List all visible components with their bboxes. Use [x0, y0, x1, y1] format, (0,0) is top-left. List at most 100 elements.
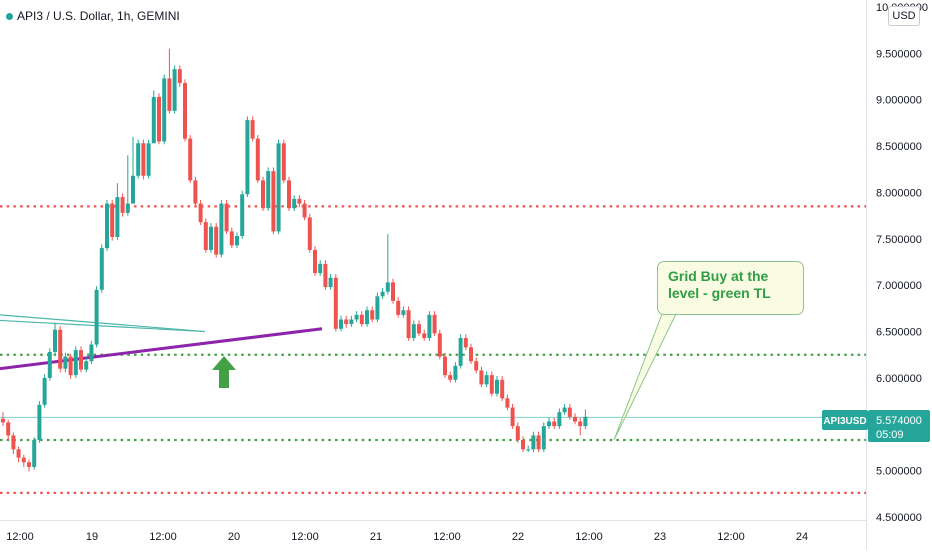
candle-body — [406, 310, 411, 339]
candle-body — [37, 404, 42, 441]
candle-body — [16, 449, 21, 458]
candle-body — [536, 435, 541, 450]
candle-body — [266, 171, 271, 209]
candle-body — [453, 365, 458, 380]
price-tick-label: 8.000000 — [876, 187, 922, 199]
callout-pointer — [613, 313, 677, 441]
candle-body — [307, 217, 312, 250]
candle-body — [261, 180, 265, 209]
candle-body — [281, 143, 286, 181]
candle-body — [47, 351, 52, 378]
currency-button[interactable]: USD — [888, 6, 920, 26]
candle-body — [21, 457, 26, 463]
candle-body — [432, 314, 437, 334]
candle-body — [313, 249, 317, 274]
candle-body — [547, 421, 551, 427]
candle-body — [375, 296, 380, 320]
candle-body — [411, 324, 416, 339]
candle-body — [276, 143, 281, 232]
candle-body — [469, 347, 473, 362]
current-price-label[interactable]: API3USD 5.574000 05:09 — [822, 410, 930, 442]
candle-body — [136, 143, 141, 176]
candle-body — [125, 203, 130, 213]
candles — [1, 48, 588, 472]
candle-body — [557, 412, 562, 427]
candle-body — [271, 171, 276, 232]
candle-body — [115, 197, 120, 237]
candle-body — [193, 180, 198, 204]
candle-body — [63, 356, 68, 369]
candle-body — [58, 329, 63, 369]
candle-body — [333, 277, 338, 329]
price-tick-label: 7.000000 — [876, 280, 922, 292]
candle-body — [79, 350, 83, 370]
candle-body — [6, 422, 11, 436]
candle-body — [105, 203, 109, 249]
candle-body — [42, 377, 47, 405]
candle-body — [292, 198, 297, 209]
candle-body — [521, 440, 525, 450]
candle-body — [162, 78, 167, 142]
annotation-text: Grid Buy at the level - green TL — [668, 268, 771, 301]
price-value: 5.574000 — [876, 415, 922, 427]
candle-body — [84, 361, 89, 370]
ticker-badge — [822, 410, 868, 430]
candle-body — [146, 143, 151, 176]
candle-body — [219, 203, 224, 255]
trendlines — [0, 314, 323, 371]
candle-body — [110, 203, 115, 237]
time-tick-label: 12:00 — [291, 531, 319, 543]
candle-body — [484, 375, 489, 385]
time-tick-label: 12:00 — [433, 531, 461, 543]
candle-body — [1, 418, 5, 423]
candle-body — [120, 197, 125, 213]
annotation-callout[interactable]: Grid Buy at the level - green TL — [657, 261, 804, 315]
candle-body — [463, 338, 468, 348]
time-tick-label: 12:00 — [6, 531, 34, 543]
candle-body — [562, 407, 567, 413]
market-status-dot — [6, 13, 13, 21]
time-tick-label: 20 — [228, 531, 240, 543]
candle-body — [495, 379, 499, 394]
candle-body — [578, 421, 583, 427]
candle-body — [567, 407, 572, 417]
candle-body — [53, 329, 57, 352]
candle-body — [27, 462, 31, 467]
candle-body — [328, 277, 333, 288]
candle-body — [474, 361, 479, 371]
candle-body — [443, 356, 447, 376]
candle-body — [510, 407, 515, 427]
candle-body — [396, 300, 401, 315]
candle-body — [255, 138, 260, 181]
candle-body — [531, 435, 536, 450]
candle-body — [323, 263, 328, 288]
candle-body — [214, 226, 219, 255]
candle-body — [229, 231, 234, 246]
price-scale[interactable]: 10.0000009.5000009.0000008.5000008.00000… — [866, 0, 929, 550]
candle-body — [177, 69, 182, 84]
ticker-label: API3USD — [823, 416, 866, 427]
candle-body — [500, 379, 505, 399]
candle-body — [385, 282, 390, 292]
purple-trendline — [0, 327, 323, 371]
time-tick-label: 23 — [654, 531, 666, 543]
candle-body — [198, 203, 203, 223]
candle-body — [422, 333, 427, 339]
candle-body — [73, 350, 78, 376]
candle-body — [365, 310, 369, 325]
candle-body — [240, 194, 245, 237]
candle-body — [131, 175, 135, 204]
candle-body — [349, 319, 354, 325]
time-tick-label: 22 — [512, 531, 524, 543]
time-scale[interactable]: 12:00 19 12:00 20 12:00 21 12:00 22 12:00 23 12:00… — [0, 520, 866, 544]
candle-body — [427, 314, 432, 339]
candle-body — [354, 314, 359, 320]
candle-body — [209, 226, 213, 250]
candle-body — [437, 333, 442, 357]
candle-body — [235, 236, 239, 246]
time-tick-label: 24 — [796, 531, 808, 543]
price-tick-label: 7.500000 — [876, 234, 922, 246]
symbol-title[interactable]: API3 / U.S. Dollar, 1h, GEMINI — [6, 9, 180, 23]
